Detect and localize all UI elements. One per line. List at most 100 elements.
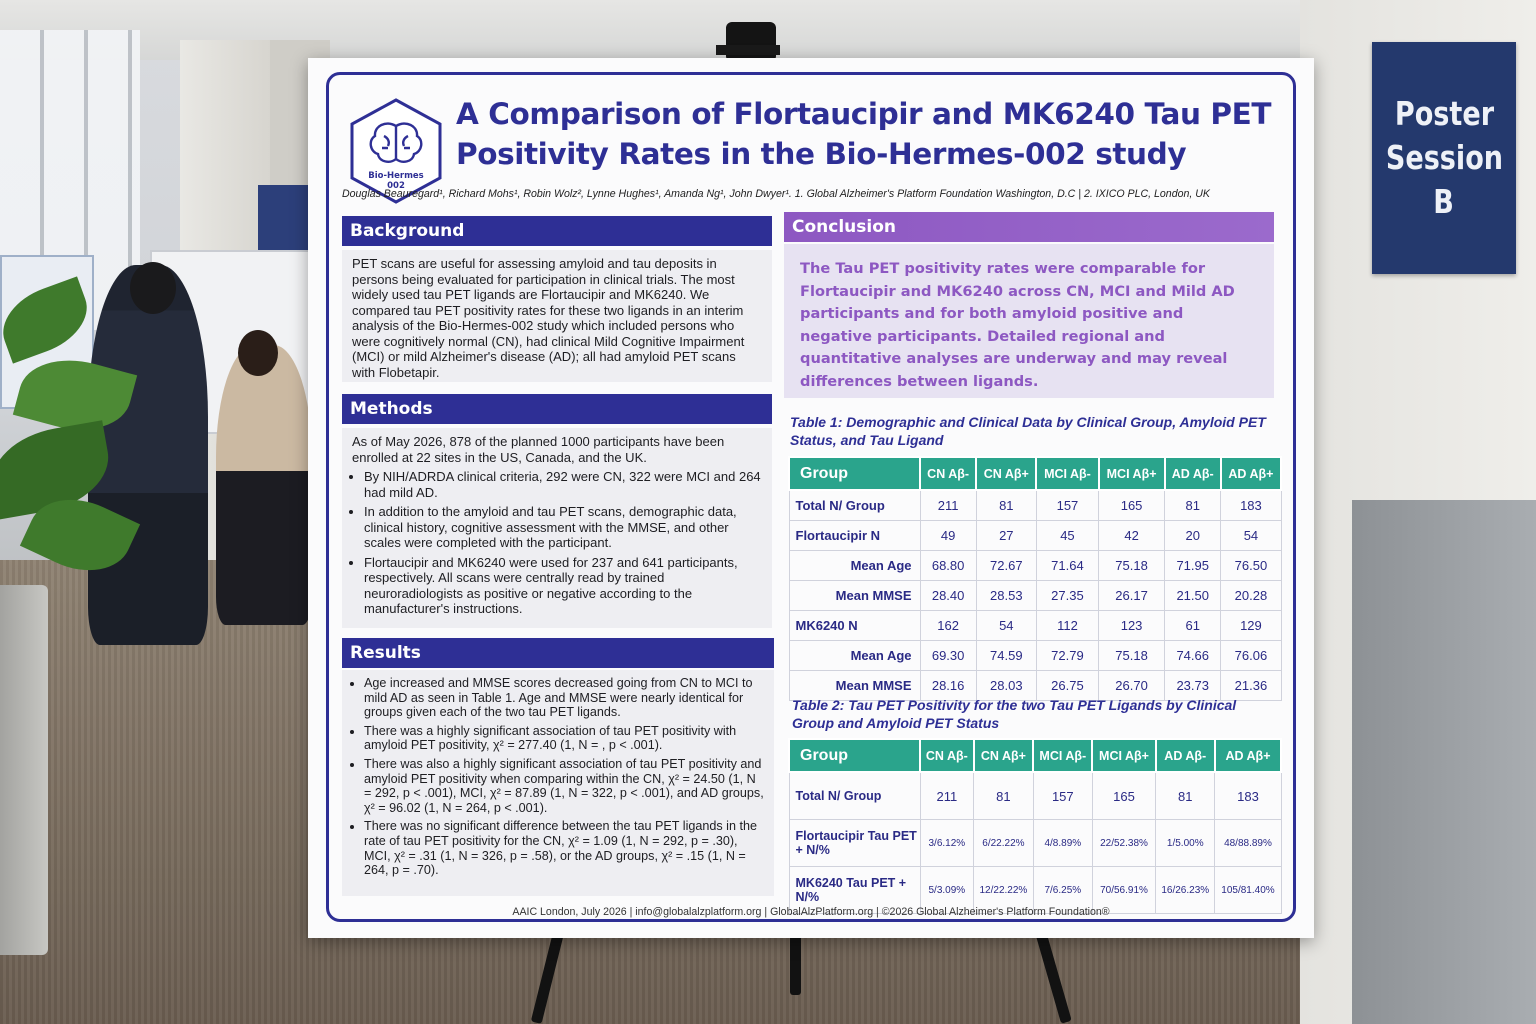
table-cell: 21.50 (1164, 580, 1222, 611)
column-header: CN Aβ+ (975, 456, 1038, 491)
table-cell: 157 (1035, 489, 1100, 521)
table-cell: 20.28 (1220, 580, 1282, 611)
table-cell: 183 (1214, 771, 1282, 820)
title-line: Positivity Rates in the Bio-Hermes-002 s… (456, 137, 1187, 171)
table-cell: 157 (1032, 771, 1093, 820)
table-header-row: Group CN Aβ- CN Aβ+ MCI Aβ- MCI Aβ+ AD A… (788, 456, 1283, 491)
table-cell: 71.95 (1164, 550, 1222, 581)
table-cell: 129 (1220, 610, 1282, 641)
table-cell: 211 (919, 771, 975, 820)
table-cell: 71.64 (1035, 550, 1100, 581)
easel-leg (790, 935, 801, 995)
table-cell: 5/3.09% (919, 866, 975, 914)
table-row: Mean MMSE 28.40 28.53 27.35 26.17 21.50 20.28 (788, 580, 1282, 611)
table-row: Total N/ Group 211 81 157 165 81 183 (788, 771, 1282, 820)
table-cell: 74.59 (975, 640, 1037, 671)
conclusion-text: The Tau PET positivity rates were compar… (784, 244, 1274, 398)
conclusion-heading: Conclusion (784, 212, 1274, 242)
row-label: Mean MMSE (788, 670, 921, 701)
column-header: AD Aβ- (1163, 456, 1222, 491)
table-row: Mean Age 69.30 74.59 72.79 75.18 74.66 76.06 (788, 640, 1282, 671)
logo-text: 002 (387, 181, 405, 191)
table-cell: 61 (1164, 610, 1222, 641)
brain-logo-icon: Bio-Hermes 002 (350, 98, 442, 204)
attendee-woman (216, 345, 312, 625)
row-label: Total N/ Group (788, 489, 921, 521)
table-cell: 3/6.12% (919, 819, 975, 867)
table-cell: 26.17 (1098, 580, 1166, 611)
easel-clamp (726, 22, 776, 62)
table-row: Mean Age 68.80 72.67 71.64 75.18 71.95 76.50 (788, 550, 1282, 581)
table-cell: 54 (1220, 520, 1282, 551)
table-cell: 76.50 (1220, 550, 1282, 581)
table-cell: 72.79 (1035, 640, 1100, 671)
column-header: CN Aβ+ (972, 738, 1035, 773)
author-list: Douglas Beauregard¹, Richard Mohs¹, Robi… (342, 188, 1210, 200)
list-item: By NIH/ADRDA clinical criteria, 292 were… (364, 469, 762, 500)
results-heading: Results (342, 638, 774, 668)
list-item: There was a highly significant associati… (364, 724, 764, 753)
poster-title: A Comparison of Flortaucipir and MK6240 … (456, 94, 1286, 174)
table-row: MK6240 N 162 54 112 123 61 129 (788, 610, 1282, 641)
table-cell: 28.16 (919, 670, 977, 701)
table-cell: 42 (1098, 520, 1166, 551)
table-cell: 211 (919, 489, 977, 521)
table-cell: 1/5.00% (1155, 819, 1216, 867)
results-section: Age increased and MMSE scores decreased … (342, 670, 774, 896)
table-cell: 54 (975, 610, 1037, 641)
sign-line: B (1433, 182, 1455, 221)
table-cell: 28.03 (975, 670, 1037, 701)
table-cell: 165 (1098, 489, 1166, 521)
table-cell: 23.73 (1164, 670, 1222, 701)
table-cell: 75.18 (1098, 550, 1166, 581)
column-header: Group (788, 456, 921, 491)
column-header: CN Aβ- (919, 738, 975, 773)
table-cell: 183 (1220, 489, 1282, 521)
table-cell: 74.66 (1164, 640, 1222, 671)
list-item: There was no significant difference betw… (364, 819, 764, 877)
sign-line: Poster (1394, 94, 1494, 133)
table-cell: 27 (975, 520, 1037, 551)
row-label: Mean MMSE (788, 580, 921, 611)
table-cell: 26.70 (1098, 670, 1166, 701)
column-header: MCI Aβ+ (1091, 738, 1157, 773)
row-label: Flortaucipir N (788, 520, 921, 551)
methods-intro: As of May 2026, 878 of the planned 1000 … (352, 434, 725, 465)
table-row: MK6240 Tau PET + N/% 5/3.09% 12/22.22% 7/6.… (788, 866, 1282, 914)
table-cell: 81 (973, 771, 1034, 820)
results-list: Age increased and MMSE scores decreased … (352, 676, 764, 878)
table-cell: 112 (1035, 610, 1100, 641)
table-cell: 105/81.40% (1214, 866, 1282, 914)
table-row: Flortaucipir N 49 27 45 42 20 54 (788, 520, 1282, 551)
list-item: Age increased and MMSE scores decreased … (364, 676, 764, 720)
logo-text: Bio-Hermes (368, 171, 424, 181)
table-header-row: Group CN Aβ- CN Aβ+ MCI Aβ- MCI Aβ+ AD A… (788, 738, 1283, 773)
table-cell: 48/88.89% (1214, 819, 1282, 867)
table-cell: 4/8.89% (1032, 819, 1093, 867)
row-label: MK6240 N (788, 610, 921, 641)
poster-session-sign: Poster Session B (1372, 42, 1516, 274)
table-cell: 81 (975, 489, 1037, 521)
table1-caption: Table 1: Demographic and Clinical Data b… (790, 414, 1266, 448)
table-cell: 12/22.22% (973, 866, 1034, 914)
attendee-woman-head (238, 330, 278, 376)
table-cell: 123 (1098, 610, 1166, 641)
table-row: Mean MMSE 28.16 28.03 26.75 26.70 23.73 21.36 (788, 670, 1282, 701)
methods-heading: Methods (342, 394, 772, 424)
row-label: Mean Age (788, 640, 921, 671)
list-item: There was also a highly significant asso… (364, 757, 764, 815)
title-line: A Comparison of Flortaucipir and MK6240 … (456, 97, 1272, 131)
table-cell: 165 (1091, 771, 1157, 820)
sign-line: Session (1385, 138, 1503, 177)
table-cell: 6/22.22% (973, 819, 1034, 867)
attendee-man-head (130, 262, 176, 314)
row-label: Total N/ Group (788, 771, 921, 820)
table-cell: 81 (1155, 771, 1216, 820)
table-cell: 28.53 (975, 580, 1037, 611)
table1: Group CN Aβ- CN Aβ+ MCI Aβ- MCI Aβ+ AD A… (788, 456, 1283, 701)
column-header: AD Aβ- (1154, 738, 1216, 773)
right-pillar (1352, 500, 1536, 1024)
column-header: AD Aβ+ (1219, 456, 1283, 491)
table-cell: 7/6.25% (1032, 866, 1093, 914)
column-header: Group (788, 738, 921, 773)
